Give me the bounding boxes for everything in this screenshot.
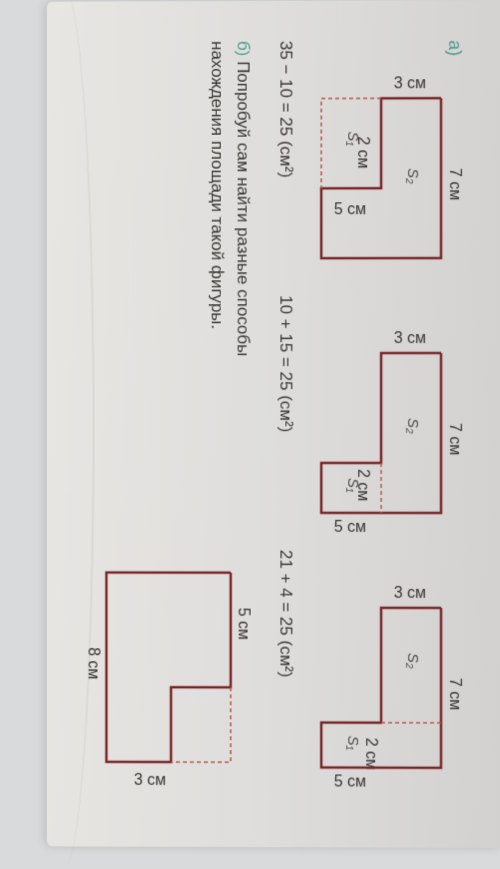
equation-1: 35 − 10 = 25 (см²) <box>275 41 295 296</box>
figure-a3: 7 см 3 см 2 см 5 см S₂ S₁ <box>316 593 461 793</box>
textbook-page: а) 7 см 3 см 2 см 5 см S₁ S₂ <box>47 0 500 848</box>
task-b-text: б) Попробуй сам найти разные способы нах… <box>205 41 256 400</box>
page-curve <box>35 0 95 866</box>
figure-b: 5 см 8 см 3 см <box>82 562 246 812</box>
figure-a1: 7 см 3 см 2 см 5 см S₁ S₂ <box>316 83 461 283</box>
s1-label: S₁ <box>344 736 361 751</box>
shape-svg <box>316 338 461 538</box>
equation-3: 21 + 4 = 25 (см²) <box>275 550 295 800</box>
landscape-wrap: а) 7 см 3 см 2 см 5 см S₁ S₂ <box>75 28 473 820</box>
s1-label: S₁ <box>344 478 361 493</box>
equation-2: 10 + 15 = 25 (см²) <box>275 295 295 550</box>
figure-a2: 7 см 3 см 2 см 5 см S₂ S₁ <box>316 338 461 538</box>
shape-svg <box>316 83 461 283</box>
page-content: а) 7 см 3 см 2 см 5 см S₁ S₂ <box>0 224 500 625</box>
task-b-body: Попробуй сам найти разные способы нахожд… <box>208 41 252 357</box>
s2-label: S₂ <box>404 418 421 434</box>
s2-label: S₂ <box>404 168 421 184</box>
label-b: б) <box>234 41 253 56</box>
figures-row-a: 7 см 3 см 2 см 5 см S₁ S₂ 7 см 3 см 2 см <box>316 83 461 793</box>
s2-label: S₂ <box>404 653 421 669</box>
label-a: а) <box>444 40 465 56</box>
s1-label: S₁ <box>344 131 361 146</box>
shape-svg <box>316 593 461 793</box>
equations-row: 35 − 10 = 25 (см²) 10 + 15 = 25 (см²) 21… <box>275 41 295 800</box>
shape-svg <box>82 562 246 812</box>
